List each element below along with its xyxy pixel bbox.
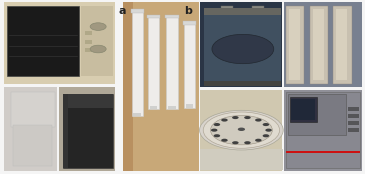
Bar [200, 2, 283, 87]
Bar [132, 9, 143, 116]
Circle shape [238, 128, 245, 131]
Bar [147, 14, 160, 18]
Bar [205, 10, 217, 15]
Bar [348, 128, 359, 132]
Bar [286, 92, 360, 168]
Bar [184, 21, 195, 108]
Circle shape [211, 129, 218, 132]
Bar [291, 99, 315, 120]
Circle shape [255, 139, 262, 142]
Bar [205, 70, 217, 73]
Bar [289, 9, 300, 80]
Text: b: b [184, 6, 192, 16]
Bar [348, 121, 359, 125]
Circle shape [200, 110, 283, 150]
Circle shape [255, 118, 262, 122]
Bar [4, 87, 57, 171]
Bar [168, 106, 176, 109]
Circle shape [244, 116, 251, 119]
Bar [81, 6, 114, 76]
Bar [204, 14, 281, 81]
Bar [237, 11, 247, 73]
Bar [148, 14, 159, 109]
Bar [150, 106, 157, 109]
Bar [11, 92, 54, 127]
Bar [14, 125, 51, 166]
Circle shape [90, 23, 106, 30]
Bar [284, 2, 362, 87]
Bar [85, 48, 92, 53]
Bar [200, 90, 283, 171]
Bar [286, 6, 304, 84]
Bar [204, 9, 281, 14]
Circle shape [214, 123, 220, 126]
Bar [286, 151, 360, 153]
Bar [333, 6, 351, 84]
Bar [4, 2, 115, 84]
Bar [59, 87, 115, 171]
Circle shape [214, 134, 220, 137]
Circle shape [244, 141, 251, 144]
Bar [134, 113, 141, 116]
Bar [284, 90, 362, 171]
Text: a: a [119, 6, 126, 16]
Bar [268, 70, 279, 73]
Circle shape [263, 123, 269, 126]
Bar [252, 72, 264, 75]
Bar [183, 21, 196, 25]
Bar [268, 11, 278, 72]
Bar [166, 14, 178, 109]
Bar [253, 8, 263, 73]
Bar [62, 94, 68, 168]
Bar [85, 31, 92, 35]
Circle shape [232, 141, 239, 144]
Bar [290, 97, 317, 121]
Bar [123, 2, 134, 171]
Bar [206, 11, 216, 72]
Bar [221, 72, 233, 75]
Bar [221, 6, 233, 12]
Circle shape [221, 118, 228, 122]
Bar [186, 104, 193, 108]
Bar [85, 39, 92, 44]
Bar [222, 8, 232, 73]
Circle shape [90, 45, 106, 53]
Bar [7, 6, 79, 76]
Bar [288, 94, 346, 135]
Circle shape [263, 134, 269, 137]
Bar [200, 149, 283, 170]
Bar [131, 9, 144, 13]
Bar [236, 10, 248, 15]
Circle shape [265, 129, 272, 132]
Bar [236, 72, 248, 75]
Circle shape [203, 112, 280, 148]
Bar [313, 9, 324, 80]
Circle shape [212, 34, 274, 64]
Bar [310, 6, 328, 84]
Bar [62, 94, 113, 168]
Bar [62, 94, 113, 108]
Circle shape [221, 139, 228, 142]
Bar [336, 9, 347, 80]
Bar [123, 2, 199, 171]
Circle shape [211, 116, 272, 145]
Bar [348, 107, 359, 111]
Bar [268, 10, 279, 15]
Bar [165, 14, 179, 18]
Bar [204, 81, 281, 86]
Bar [252, 6, 264, 12]
Circle shape [232, 116, 239, 119]
Bar [348, 114, 359, 118]
